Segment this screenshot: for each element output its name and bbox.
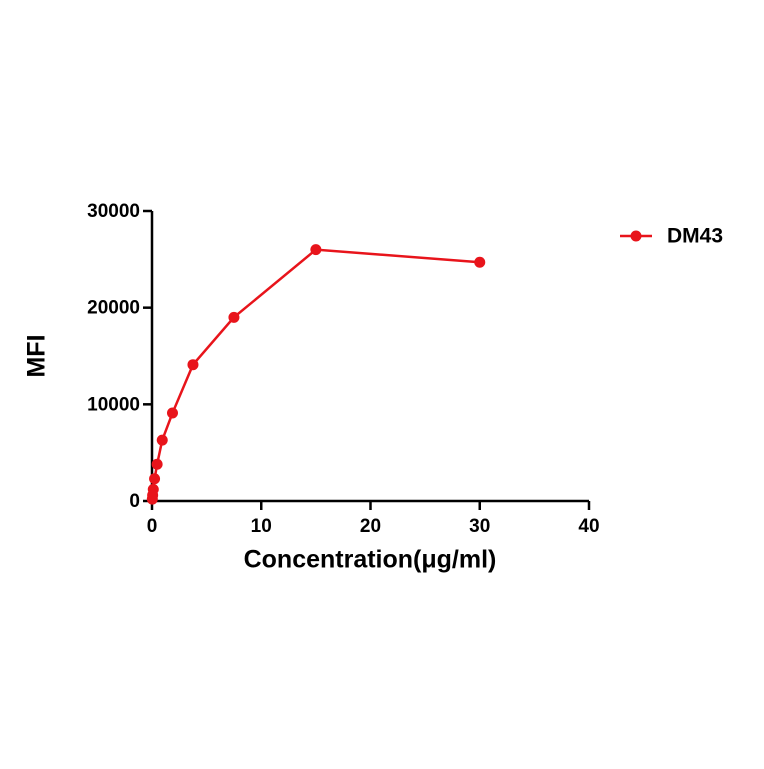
y-tick-label: 10000 <box>87 394 140 415</box>
x-tick-label: 40 <box>578 516 599 537</box>
data-point <box>166 407 178 419</box>
legend-marker <box>630 230 642 242</box>
data-point <box>151 458 163 470</box>
data-point <box>156 434 168 446</box>
y-tick-label: 20000 <box>87 298 140 319</box>
y-axis-label: MFI <box>23 334 51 377</box>
data-point <box>228 311 240 323</box>
legend-label: DM43 <box>667 225 723 248</box>
x-tick-label: 20 <box>360 516 381 537</box>
x-tick-label: 30 <box>469 516 490 537</box>
data-point <box>474 256 486 268</box>
x-tick-label: 0 <box>147 516 158 537</box>
data-point <box>187 359 199 371</box>
x-axis-label: Concentration(μg/ml) <box>244 546 497 574</box>
y-tick-label: 0 <box>129 491 140 512</box>
data-point <box>146 493 158 505</box>
x-tick-label: 10 <box>251 516 272 537</box>
y-tick-label: 30000 <box>87 201 140 222</box>
data-point <box>310 244 322 256</box>
data-point <box>149 473 161 485</box>
